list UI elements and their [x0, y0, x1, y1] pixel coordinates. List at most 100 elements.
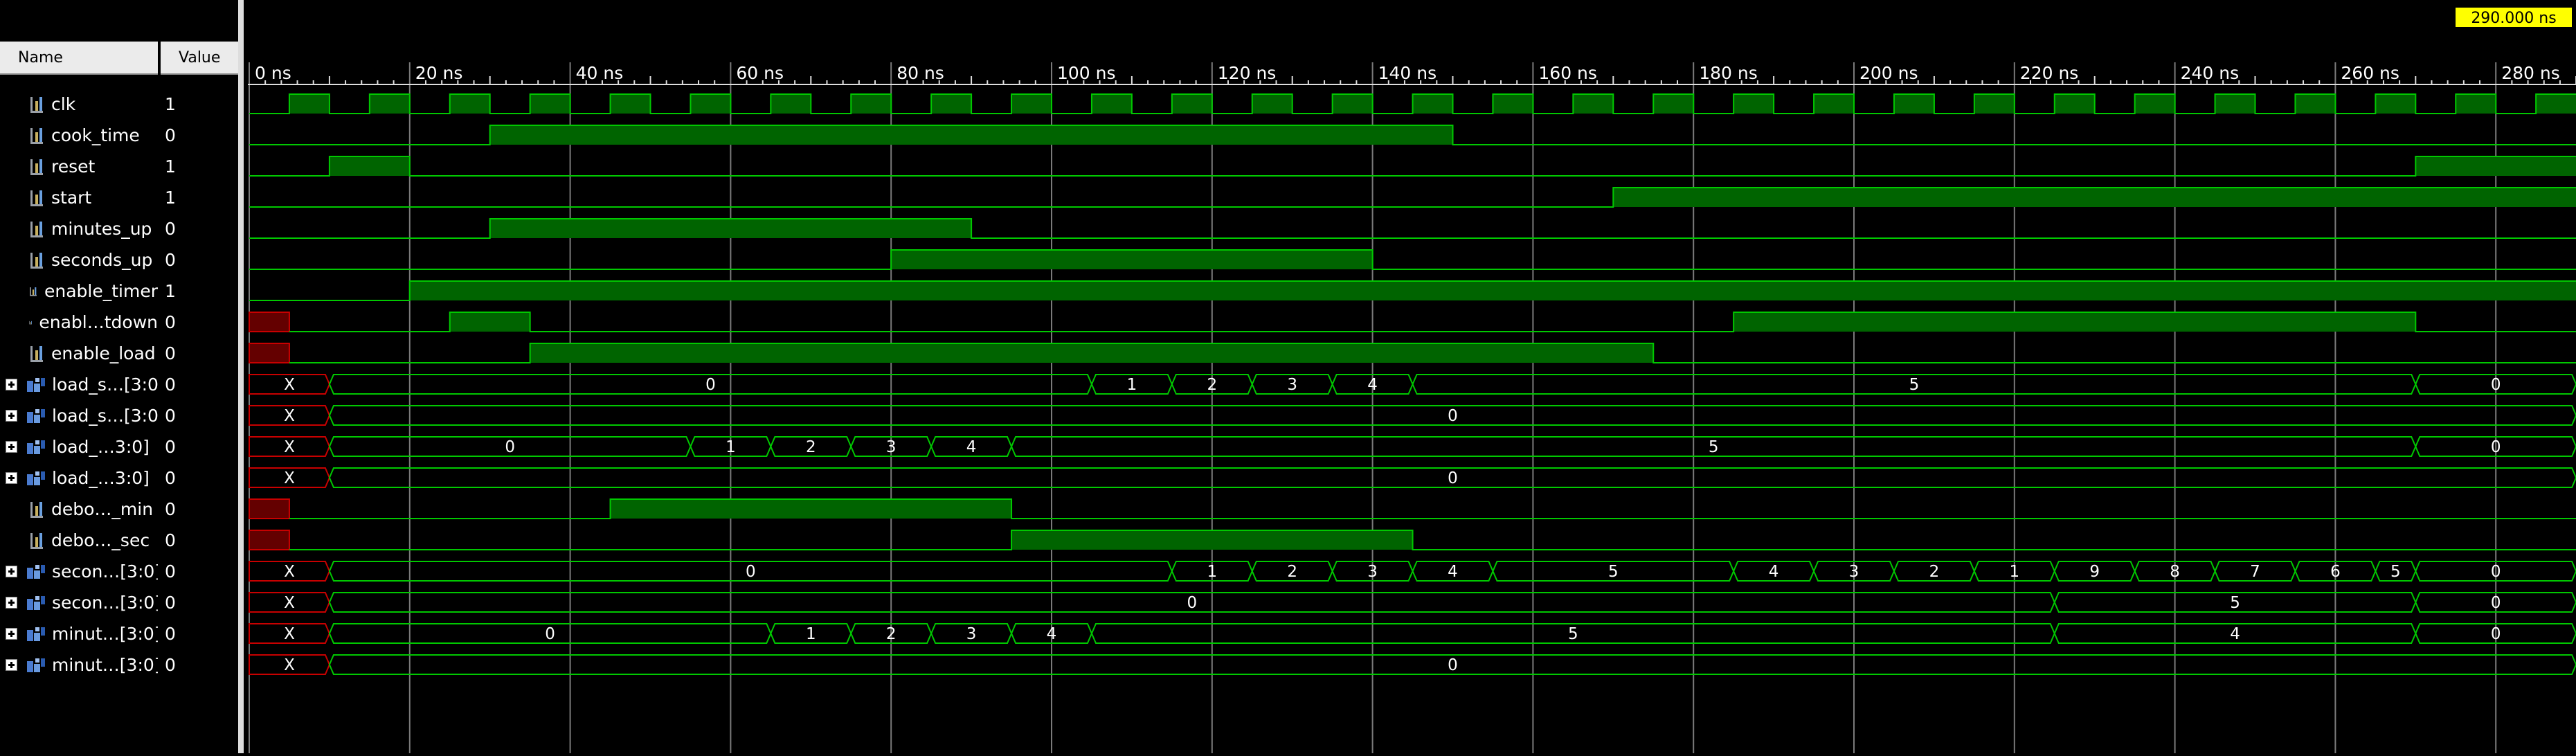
high-level-fill [369, 94, 410, 114]
signal-row-1[interactable]: cook_time [0, 120, 158, 151]
bus-value-label: 4 [1047, 625, 1057, 643]
signal-row-14[interactable]: debo…_sec [0, 525, 158, 556]
high-level-fill [1412, 94, 1453, 114]
expand-plus-icon[interactable] [6, 597, 17, 609]
signal-name: cook_time [51, 125, 140, 145]
waveform-3[interactable] [249, 187, 2576, 208]
bus-segment [328, 654, 2576, 675]
signal-name: clk [51, 94, 76, 114]
bus-segment [2415, 623, 2576, 644]
signal-row-18[interactable]: minut…[3:0] [0, 649, 161, 681]
signal-row-7[interactable]: enabl…tdown [0, 307, 158, 338]
signal-value: 0 [165, 561, 176, 582]
tick-label: 0 ns [255, 63, 291, 83]
waveform-1[interactable] [249, 125, 2576, 145]
signal-trace [289, 343, 2576, 363]
high-level-fill [2215, 94, 2255, 114]
high-level-fill [771, 94, 811, 114]
tick-label: 260 ns [2341, 63, 2399, 83]
expand-plus-icon[interactable] [6, 628, 17, 640]
waveform-panel[interactable]: 0 ns 20 ns 40 ns 60 ns 80 ns 100 ns 120 ns 140 … [248, 0, 2576, 753]
waveform-14[interactable] [249, 530, 2576, 550]
waveform-2[interactable] [249, 156, 2576, 177]
signal-row-17[interactable]: minut…[3:0] [0, 618, 161, 649]
signal-row-0[interactable]: clk [0, 89, 158, 120]
signal-row-16[interactable]: secon…[3:0] [0, 587, 161, 618]
bus-value-label: 0 [545, 625, 555, 643]
signal-row-8[interactable]: enable_load [0, 338, 158, 369]
bus-segment [2415, 436, 2576, 457]
signal-row-10[interactable]: load_s…[3:0] [0, 400, 165, 431]
waveform-17[interactable]: X 0 1 2 3 4 5 4 0 [249, 623, 2576, 644]
waveform-4[interactable] [249, 218, 2576, 239]
waveform-6[interactable] [249, 280, 2576, 301]
expand-plus-icon[interactable] [6, 410, 17, 422]
signal-trace [249, 156, 2576, 177]
signal-trace [249, 249, 2576, 270]
waveform-canvas[interactable]: 0 ns 20 ns 40 ns 60 ns 80 ns 100 ns 120 ns 140 … [248, 0, 2576, 753]
waveform-9[interactable]: X 0 1 2 3 4 5 0 [249, 374, 2576, 395]
bus-value-label: 1 [1127, 376, 1137, 394]
waveform-7[interactable] [249, 312, 2576, 332]
signal-icon [29, 321, 32, 324]
signal-row-9[interactable]: load_s…[3:0] [0, 369, 165, 400]
waveform-13[interactable] [249, 498, 2576, 519]
signal-name: seconds_up [51, 250, 153, 270]
signal-row-6[interactable]: enable_timer [0, 276, 158, 307]
signal-row-5[interactable]: seconds_up [0, 244, 158, 276]
expand-plus-icon[interactable] [6, 441, 17, 453]
signal-value: 0 [165, 219, 176, 239]
values-wave-divider[interactable] [238, 0, 244, 753]
signal-trace [289, 312, 2576, 332]
bus-value-label: 5 [1568, 625, 1578, 643]
name-column-header[interactable]: Name [0, 42, 158, 75]
signal-value: 0 [165, 125, 176, 145]
waveform-8[interactable] [249, 343, 2576, 363]
signal-row-12[interactable]: load_…3:0] [0, 462, 158, 494]
high-level-fill [2456, 94, 2496, 114]
waveform-15[interactable]: X 0 1 2 3 4 5 4 3 2 1 9 8 7 6 5 0 [249, 561, 2576, 582]
signal-icon [30, 96, 43, 113]
signal-row-3[interactable]: start [0, 182, 158, 213]
values-panel: Value 1 0 1 1 0 0 1 0 0 0 0 0 0 0 0 0 0 0 0 [158, 0, 241, 753]
expand-plus-icon[interactable] [6, 659, 17, 671]
high-level-fill [489, 219, 972, 238]
value-column-header[interactable]: Value [161, 42, 241, 75]
bus-value-label: 3 [1849, 563, 1859, 581]
bus-value-label: 0 [2491, 625, 2501, 643]
bus-value-label: 5 [1608, 563, 1619, 581]
expand-plus-icon[interactable] [6, 472, 17, 484]
high-level-fill [449, 94, 490, 114]
signal-trace [249, 187, 2576, 208]
waveform-0[interactable] [249, 93, 2576, 114]
signal-name: debo…_min [51, 499, 154, 519]
bus-value-label: 1 [806, 625, 816, 643]
signal-icon [30, 221, 43, 237]
high-level-fill [851, 94, 892, 114]
tick-label: 280 ns [2501, 63, 2560, 83]
signal-name: secon…[3:0] [52, 561, 162, 582]
signal-row-15[interactable]: secon…[3:0] [0, 556, 162, 587]
bus-icon [27, 408, 45, 423]
signal-row-2[interactable]: reset [0, 151, 158, 182]
expand-plus-icon[interactable] [6, 379, 17, 390]
waveform-5[interactable] [249, 249, 2576, 270]
bus-value-label: 4 [1367, 376, 1378, 394]
waveform-11[interactable]: X 0 1 2 3 4 5 0 [249, 436, 2576, 457]
signal-row-13[interactable]: debo…_min [0, 494, 158, 525]
signal-icon [30, 345, 43, 362]
bus-value-label: 4 [1448, 563, 1458, 581]
bus-icon [27, 440, 45, 454]
waveform-16[interactable]: X 0 5 0 [249, 592, 2576, 613]
signal-row-11[interactable]: load_…3:0] [0, 431, 158, 462]
cursor-time-badge[interactable] [2454, 6, 2573, 28]
expand-plus-icon[interactable] [6, 566, 17, 577]
bus-value-label: 2 [806, 438, 816, 456]
signal-value: 0 [165, 593, 176, 613]
signal-row-4[interactable]: minutes_up [0, 213, 158, 244]
bus-icon [27, 471, 45, 485]
